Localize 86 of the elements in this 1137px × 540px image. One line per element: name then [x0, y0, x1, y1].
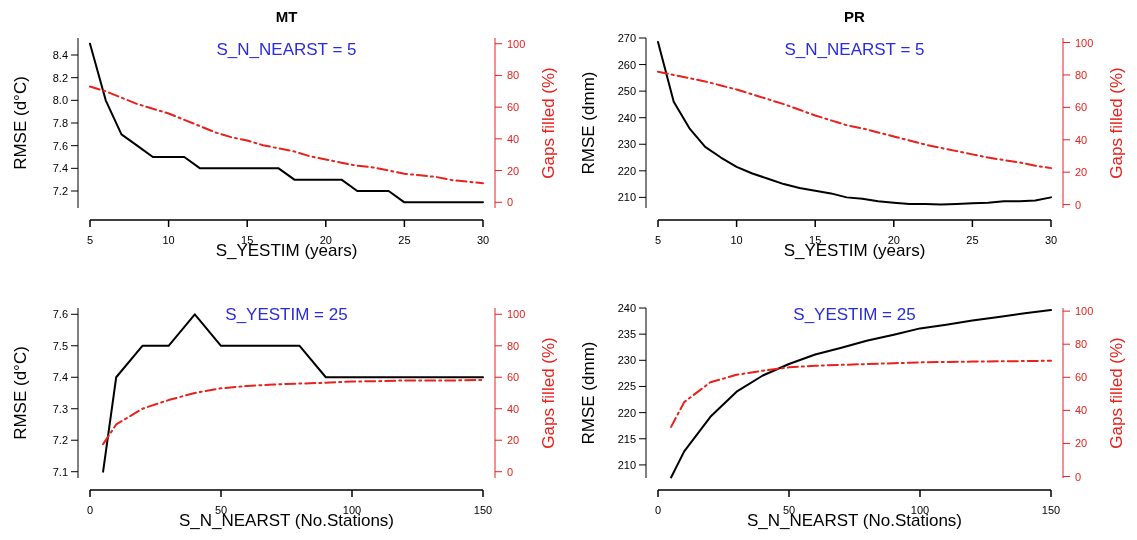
x-tick-label: 25	[966, 234, 979, 246]
x-tick-label: 10	[730, 234, 743, 246]
x-tick-label: 20	[887, 234, 900, 246]
y2-tick-label: 60	[1075, 101, 1088, 114]
x-tick-label: 20	[319, 234, 332, 246]
y2-tick-label: 0	[507, 465, 514, 478]
y2-tick-label: 20	[1075, 437, 1088, 450]
y2-tick-label: 100	[1075, 305, 1094, 318]
y-tick-label: 230	[617, 354, 636, 367]
y-tick-label: 7.6	[52, 308, 68, 321]
y2-axis-title: Gaps filled (%)	[539, 67, 558, 179]
y-tick-label: 210	[617, 191, 636, 204]
y2-tick-label: 60	[507, 371, 520, 384]
y-tick-label: 7.8	[52, 117, 68, 129]
y-tick-label: 7.2	[52, 434, 68, 447]
line-series	[657, 40, 1052, 206]
y2-tick-label: 100	[507, 37, 526, 50]
chart-subtitle: S_YESTIM = 25	[793, 305, 916, 324]
y-tick-label: 270	[617, 32, 636, 44]
y-tick-label: 220	[617, 164, 636, 177]
y-tick-label: 220	[617, 406, 636, 419]
chart-title: PR	[844, 8, 866, 25]
y2-tick-label: 100	[1075, 36, 1094, 49]
y-tick-label: 235	[617, 328, 636, 341]
y2-axis-title: Gaps filled (%)	[1107, 337, 1126, 449]
y-tick-label: 7.1	[52, 465, 68, 478]
y2-tick-label: 40	[507, 402, 520, 415]
y2-axis-title: Gaps filled (%)	[539, 337, 558, 449]
y2-tick-label: 0	[507, 196, 514, 209]
y2-tick-label: 20	[507, 164, 520, 177]
y-tick-label: 215	[617, 432, 636, 445]
y-axis-title: RMSE (d°C)	[11, 76, 30, 170]
y2-tick-label: 80	[507, 339, 520, 352]
chart-title: MT	[275, 8, 298, 25]
y-tick-label: 230	[617, 138, 636, 151]
y-tick-label: 8.2	[52, 71, 68, 84]
y-tick-label: 7.2	[52, 185, 68, 197]
y2-tick-label: 80	[507, 69, 520, 82]
x-tick-label: 150	[1041, 504, 1061, 516]
line-series	[670, 309, 1052, 479]
x-tick-label: 5	[86, 234, 94, 246]
y-tick-label: 260	[617, 58, 636, 71]
chart-subtitle: S_YESTIM = 25	[225, 305, 348, 324]
y-tick-label: 240	[617, 111, 636, 124]
y-tick-label: 7.4	[52, 371, 68, 384]
chart-subtitle: S_N_NEARST = 5	[216, 40, 357, 59]
x-tick-label: 150	[473, 504, 493, 516]
x-tick-label: 0	[86, 504, 94, 516]
x-tick-label: 30	[1044, 234, 1058, 246]
y2-tick-label: 80	[1075, 338, 1088, 351]
y2-tick-label: 60	[507, 101, 520, 114]
y-tick-label: 240	[617, 302, 636, 314]
line-series	[102, 378, 484, 446]
line-series	[657, 70, 1052, 170]
y-tick-label: 8.4	[52, 49, 68, 61]
y-tick-label: 7.5	[52, 339, 68, 352]
y-tick-label: 225	[617, 380, 636, 393]
y-axis-title: RMSE (dmm)	[579, 71, 598, 175]
line-series	[670, 359, 1052, 428]
y2-tick-label: 80	[1075, 68, 1088, 81]
y-axis-title: RMSE (dmm)	[579, 341, 598, 445]
y2-tick-label: 0	[1075, 470, 1082, 483]
x-tick-label: 0	[654, 504, 662, 516]
y-tick-label: 8.0	[52, 94, 68, 107]
y2-tick-label: 40	[1075, 133, 1088, 146]
y-tick-label: 250	[617, 85, 636, 98]
y2-tick-label: 20	[507, 434, 520, 447]
line-series	[89, 85, 484, 185]
y2-tick-label: 40	[507, 132, 520, 145]
y-tick-label: 7.6	[52, 139, 68, 152]
x-tick-label: 25	[398, 234, 411, 246]
x-tick-label: 10	[162, 234, 175, 246]
x-tick-label: 5	[654, 234, 662, 246]
y2-tick-label: 40	[1075, 404, 1088, 417]
y2-tick-label: 100	[507, 308, 526, 321]
y-tick-label: 7.3	[52, 402, 68, 415]
y-tick-label: 210	[617, 458, 636, 471]
line-series	[89, 42, 484, 204]
y-tick-label: 7.4	[52, 162, 68, 175]
y2-tick-label: 20	[1075, 166, 1088, 179]
y2-tick-label: 60	[1075, 371, 1088, 384]
x-tick-label: 30	[476, 234, 490, 246]
chart-subtitle: S_N_NEARST = 5	[784, 40, 925, 59]
y2-axis-title: Gaps filled (%)	[1107, 67, 1126, 179]
y2-tick-label: 0	[1075, 198, 1082, 211]
y-axis-title: RMSE (d°C)	[11, 346, 30, 440]
